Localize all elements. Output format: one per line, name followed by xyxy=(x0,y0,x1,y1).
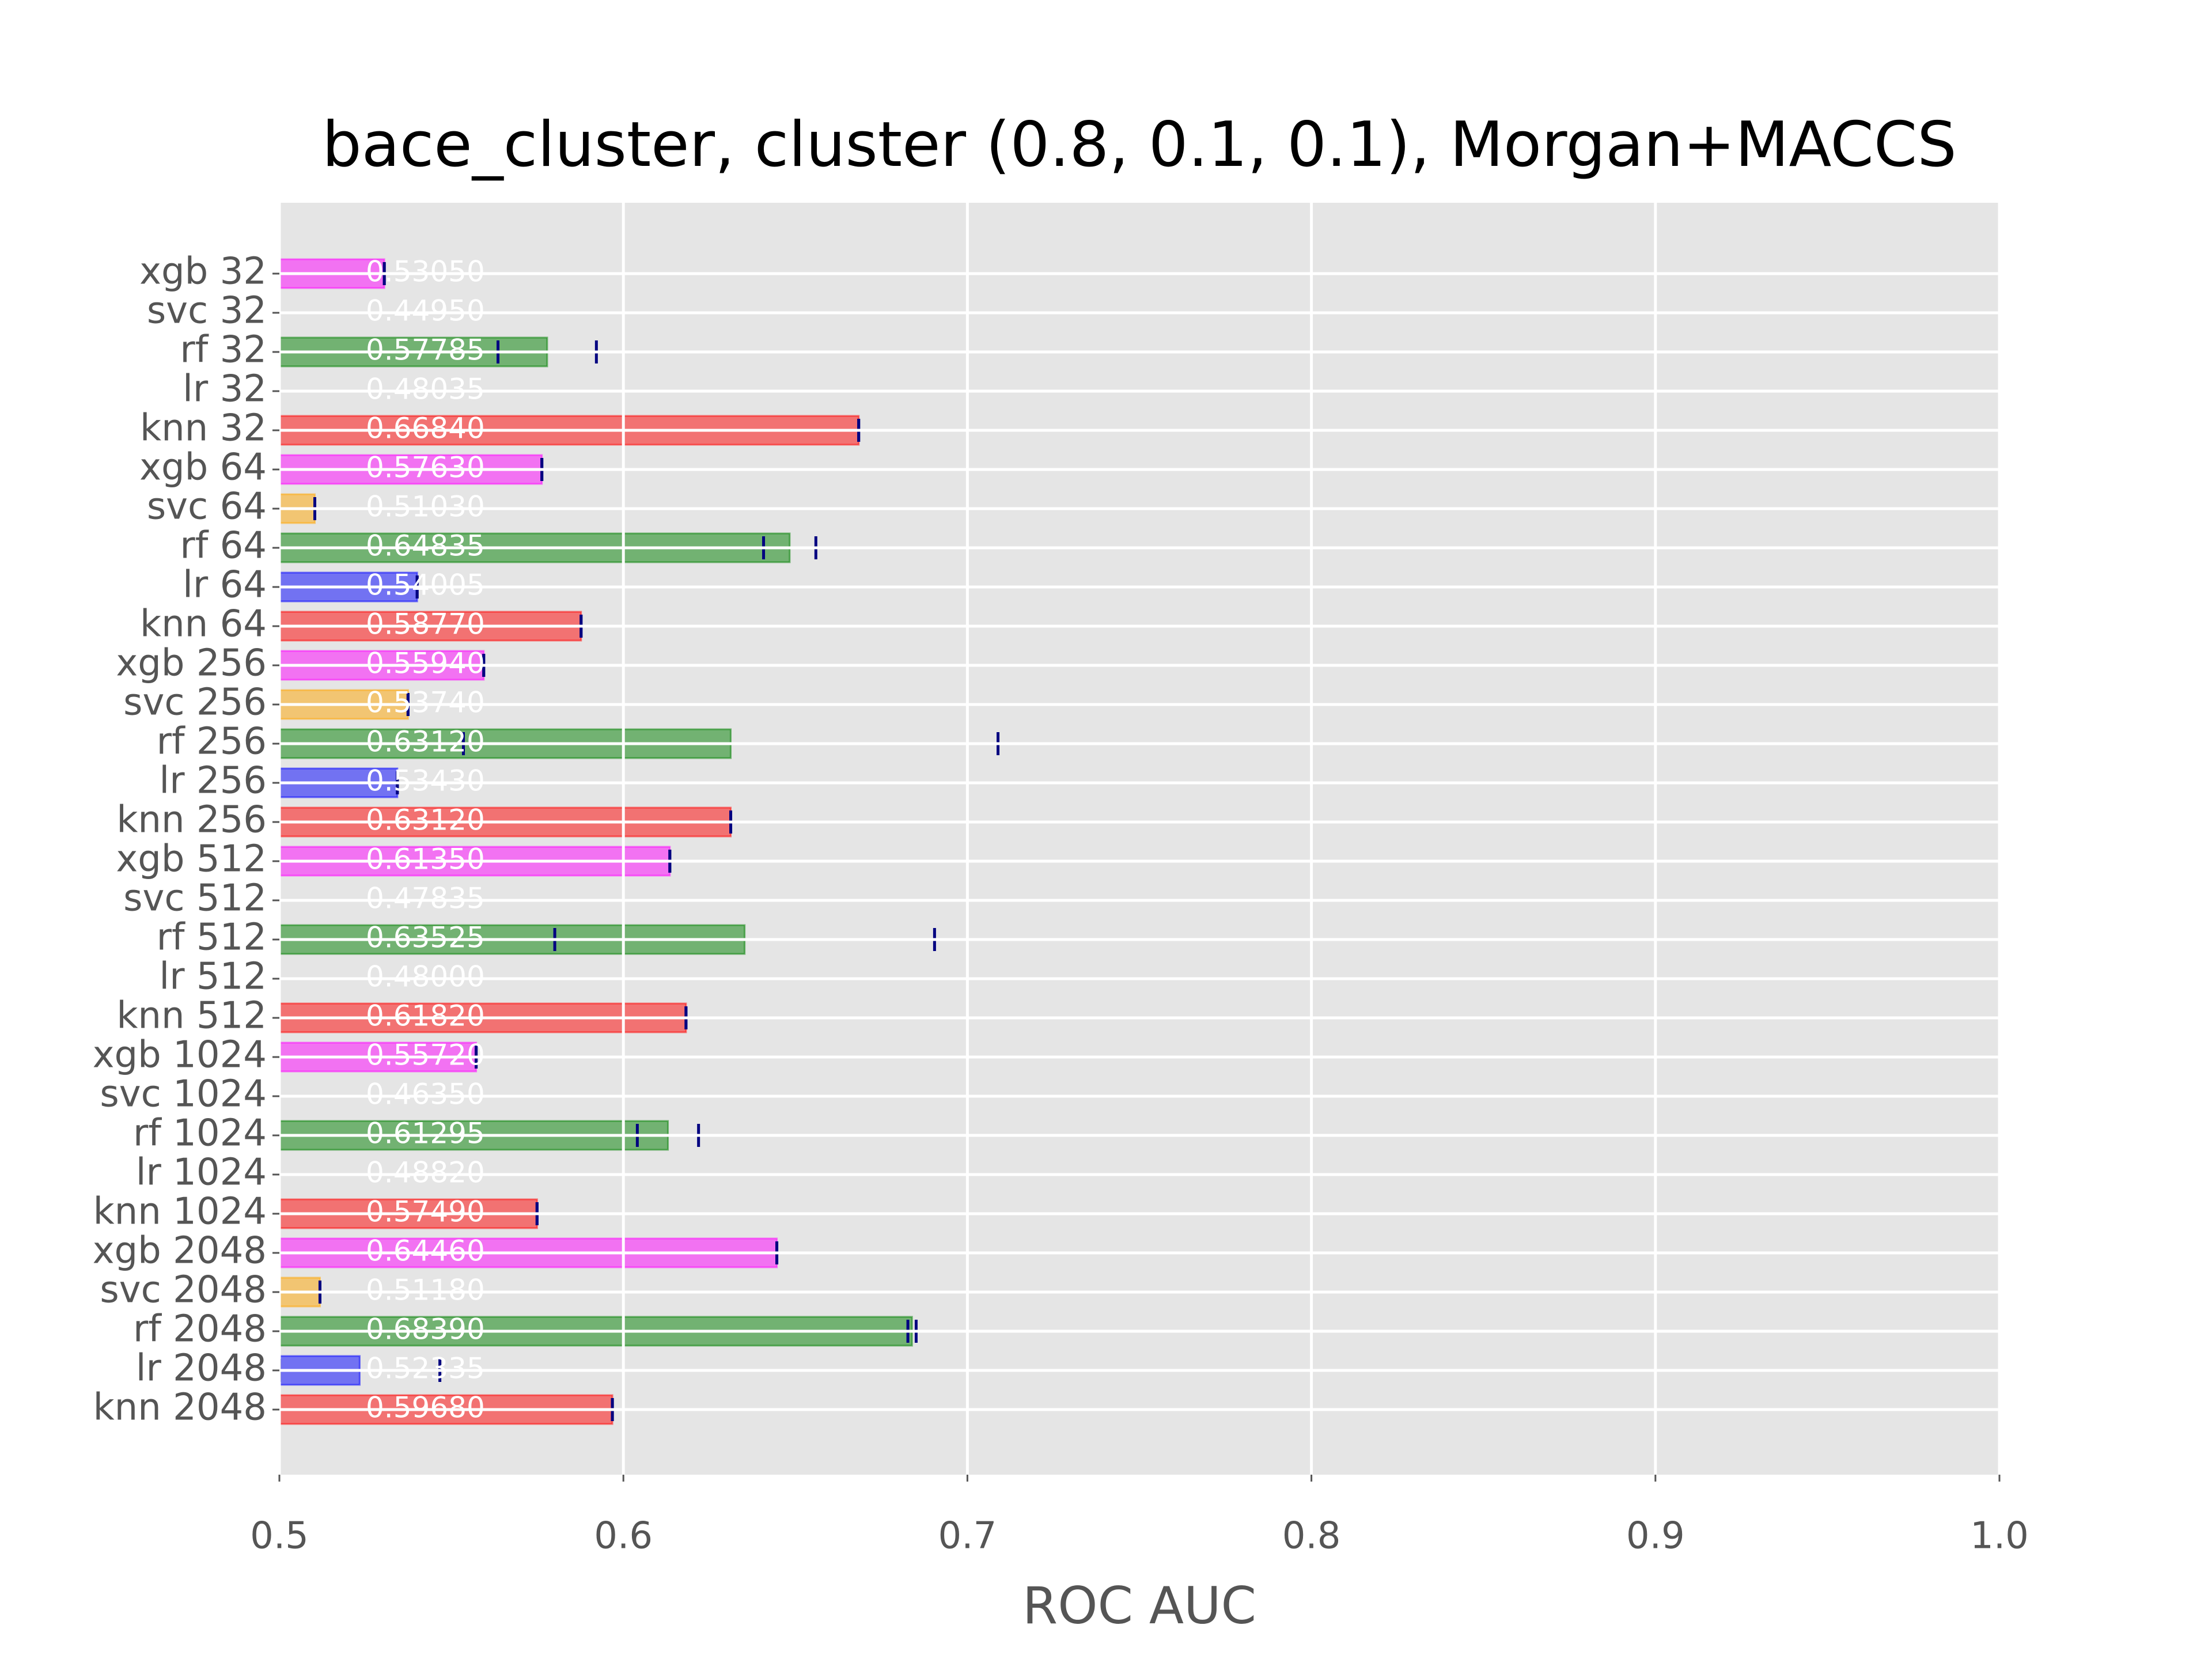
value-label: 0.53740 xyxy=(366,686,485,719)
y-tick-label: xgb 256 xyxy=(116,642,267,685)
y-tick-label: lr 512 xyxy=(159,956,267,998)
value-label: 0.64460 xyxy=(366,1234,485,1268)
y-tick-label: rf 512 xyxy=(157,916,267,959)
value-label: 0.59680 xyxy=(366,1391,485,1425)
value-label: 0.64835 xyxy=(366,529,485,563)
value-label: 0.53050 xyxy=(366,255,485,289)
value-label: 0.57630 xyxy=(366,451,485,484)
y-tick-label: rf 1024 xyxy=(133,1112,267,1155)
y-tick-label: svc 256 xyxy=(123,681,267,724)
y-tick-label: rf 64 xyxy=(180,525,267,567)
y-tick-label: xgb 32 xyxy=(139,251,267,293)
y-tick-label: lr 2048 xyxy=(136,1347,267,1390)
value-label: 0.48000 xyxy=(366,960,485,994)
chart-title: bace_cluster, cluster (0.8, 0.1, 0.1), M… xyxy=(322,109,1957,181)
value-label: 0.57490 xyxy=(366,1195,485,1229)
value-label: 0.52335 xyxy=(366,1352,485,1385)
y-tick-label: xgb 512 xyxy=(116,838,267,881)
x-tick-label: 0.7 xyxy=(938,1515,997,1558)
value-label: 0.61295 xyxy=(366,1117,485,1150)
y-tick-label: knn 1024 xyxy=(93,1191,267,1233)
y-tick-label: rf 256 xyxy=(157,721,267,763)
value-label: 0.57785 xyxy=(366,334,485,367)
value-label: 0.61820 xyxy=(366,999,485,1033)
y-tick-label: xgb 2048 xyxy=(93,1230,267,1272)
y-tick-label: lr 256 xyxy=(159,760,267,802)
x-tick-label: 0.6 xyxy=(594,1515,653,1558)
y-tick-label: svc 32 xyxy=(147,290,267,332)
value-label: 0.63120 xyxy=(366,725,485,759)
bar xyxy=(0,298,105,327)
y-tick-label: rf 32 xyxy=(180,329,267,372)
x-tick-label: 1.0 xyxy=(1970,1515,2029,1558)
value-label: 0.53430 xyxy=(366,764,485,798)
x-axis-label: ROC AUC xyxy=(1022,1576,1256,1635)
y-tick-label: lr 32 xyxy=(183,368,267,411)
value-label: 0.66840 xyxy=(366,412,485,445)
value-label: 0.44950 xyxy=(366,294,485,328)
value-label: 0.51030 xyxy=(366,490,485,524)
value-label: 0.63525 xyxy=(366,921,485,955)
value-label: 0.54005 xyxy=(366,569,485,602)
x-tick-label: 0.5 xyxy=(250,1515,309,1558)
x-tick-label: 0.9 xyxy=(1626,1515,1685,1558)
plot-area xyxy=(279,203,1999,1475)
x-tick-label: 0.8 xyxy=(1282,1515,1341,1558)
value-label: 0.55720 xyxy=(366,1039,485,1072)
value-label: 0.55940 xyxy=(366,647,485,680)
y-tick-label: svc 64 xyxy=(147,486,267,528)
value-label: 0.58770 xyxy=(366,608,485,641)
y-tick-label: svc 512 xyxy=(123,877,267,920)
y-tick-label: lr 1024 xyxy=(136,1152,267,1194)
value-label: 0.47835 xyxy=(366,882,485,915)
y-tick-label: xgb 1024 xyxy=(93,1034,267,1077)
y-tick-label: knn 64 xyxy=(140,603,267,646)
value-label: 0.61350 xyxy=(366,843,485,876)
y-tick-label: lr 64 xyxy=(183,564,267,607)
bar xyxy=(0,377,212,406)
y-tick-label: rf 2048 xyxy=(133,1308,267,1351)
value-label: 0.48820 xyxy=(366,1156,485,1190)
y-tick-label: knn 512 xyxy=(116,995,267,1037)
value-label: 0.48035 xyxy=(366,373,485,406)
y-tick-label: xgb 64 xyxy=(139,446,267,489)
value-label: 0.46350 xyxy=(366,1078,485,1111)
value-label: 0.68390 xyxy=(366,1313,485,1346)
y-tick-label: svc 1024 xyxy=(100,1073,267,1116)
value-label: 0.51180 xyxy=(366,1274,485,1307)
value-label: 0.63120 xyxy=(366,804,485,837)
y-tick-label: knn 256 xyxy=(116,799,267,842)
y-tick-label: knn 2048 xyxy=(93,1387,267,1429)
y-tick-label: svc 2048 xyxy=(100,1269,267,1312)
y-tick-label: knn 32 xyxy=(140,407,267,450)
